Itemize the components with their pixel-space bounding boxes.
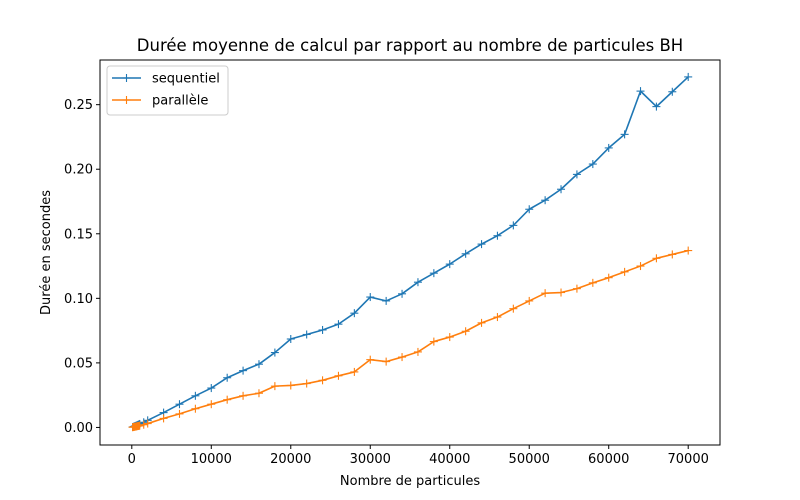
data-point <box>254 360 263 369</box>
data-point <box>413 278 422 287</box>
data-point <box>652 254 661 263</box>
data-point <box>461 327 470 336</box>
data-point <box>191 404 200 413</box>
data-point <box>461 249 470 258</box>
data-point <box>382 357 391 366</box>
data-point <box>668 87 677 96</box>
data-point <box>318 325 327 334</box>
data-point <box>398 289 407 298</box>
axes-frame <box>99 59 721 446</box>
data-point <box>398 353 407 362</box>
data-point <box>620 267 629 276</box>
x-tick-label: 40000 <box>429 452 470 467</box>
data-point <box>572 170 581 179</box>
data-point <box>334 320 343 329</box>
data-point <box>636 87 645 96</box>
x-tick-label: 20000 <box>270 452 311 467</box>
data-point <box>191 391 200 400</box>
y-tick-label: 0.00 <box>64 421 93 436</box>
data-point <box>413 347 422 356</box>
data-point <box>652 102 661 111</box>
data-point <box>366 355 375 364</box>
data-point <box>207 400 216 409</box>
x-tick-label: 10000 <box>191 452 232 467</box>
data-point <box>684 72 693 81</box>
x-tick-label: 70000 <box>668 452 709 467</box>
data-point <box>445 260 454 269</box>
data-point <box>159 414 168 423</box>
data-point <box>139 420 148 429</box>
data-point <box>620 130 629 139</box>
data-point <box>239 391 248 400</box>
data-point <box>445 333 454 342</box>
data-point <box>382 296 391 305</box>
data-point <box>254 389 263 398</box>
x-axis-label: Nombre de particules <box>340 474 480 489</box>
x-tick-label: 0 <box>128 452 136 467</box>
data-point <box>207 384 216 393</box>
data-point <box>541 289 550 298</box>
series-parallele <box>128 246 693 432</box>
data-point <box>604 143 613 152</box>
data-point <box>557 288 566 297</box>
data-point <box>477 240 486 249</box>
x-tick-label: 30000 <box>350 452 391 467</box>
data-point <box>223 395 232 404</box>
chart-title: Durée moyenne de calcul par rapport au n… <box>137 36 683 55</box>
data-point <box>684 246 693 255</box>
data-point <box>334 371 343 380</box>
legend-entry: parallèle <box>112 94 208 109</box>
data-point <box>429 269 438 278</box>
data-point <box>557 185 566 194</box>
data-point <box>239 366 248 375</box>
data-point <box>604 273 613 282</box>
data-point <box>525 205 534 214</box>
data-point <box>135 421 144 430</box>
data-point <box>302 379 311 388</box>
data-point <box>588 160 597 169</box>
x-axis: 0 10000 20000 30000 40000 50000 60000 70000 <box>128 445 709 467</box>
data-point <box>143 419 152 428</box>
data-point <box>493 313 502 322</box>
data-point <box>223 373 232 382</box>
data-point <box>541 196 550 205</box>
x-tick-label: 50000 <box>509 452 550 467</box>
data-point <box>636 262 645 271</box>
data-point <box>270 348 279 357</box>
y-tick-label: 0.05 <box>64 356 93 371</box>
y-tick-label: 0.25 <box>64 98 93 113</box>
data-point <box>572 284 581 293</box>
y-tick-label: 0.15 <box>64 227 93 242</box>
data-point <box>175 400 184 409</box>
data-point <box>350 367 359 376</box>
data-point <box>525 296 534 305</box>
data-point <box>302 330 311 339</box>
y-tick-label: 0.10 <box>64 292 93 307</box>
data-point <box>509 221 518 230</box>
data-point <box>350 309 359 318</box>
x-tick-label: 60000 <box>588 452 629 467</box>
data-point <box>318 376 327 385</box>
data-point <box>509 304 518 313</box>
legend-label: parallèle <box>152 94 208 109</box>
y-axis-label: Durée en secondes <box>39 190 54 315</box>
data-point <box>175 409 184 418</box>
legend: sequentiel parallèle <box>106 65 229 116</box>
data-point <box>366 293 375 302</box>
data-point <box>270 382 279 391</box>
y-axis: 0.00 0.05 0.10 0.15 0.20 0.25 <box>64 98 100 436</box>
y-tick-label: 0.20 <box>64 163 93 178</box>
legend-entry: sequentiel <box>112 72 220 87</box>
legend-label: sequentiel <box>152 72 220 87</box>
plot-area <box>128 72 693 432</box>
data-point <box>668 250 677 259</box>
data-point <box>286 381 295 390</box>
data-point <box>286 335 295 344</box>
data-point <box>429 337 438 346</box>
data-point <box>588 278 597 287</box>
data-point <box>493 231 502 240</box>
data-point <box>477 318 486 327</box>
